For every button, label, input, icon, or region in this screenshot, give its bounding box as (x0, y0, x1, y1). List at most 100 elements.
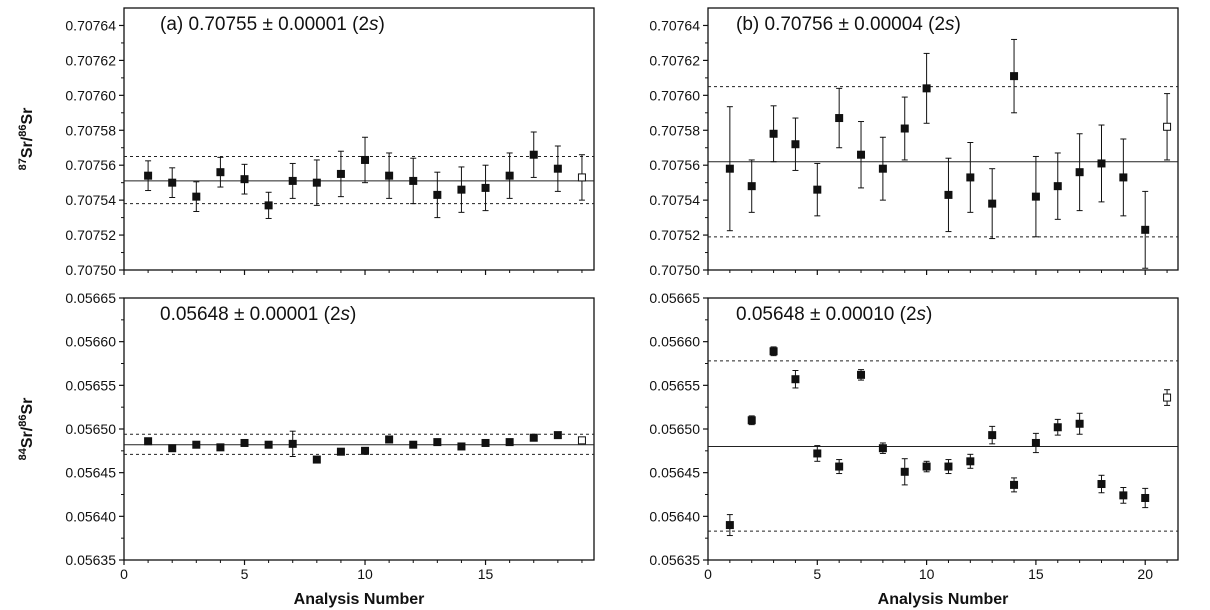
panel-annotation: (b) 0.70756 ± 0.00004 (2s) (736, 14, 961, 35)
y-tick-label: 0.05635 (649, 552, 700, 568)
panel-top-left: 0.70750 0.70752 0.70754 0.70756 0.70758 0.707… (17, 7, 595, 278)
data-point (505, 438, 514, 447)
data-point (457, 442, 466, 451)
y-axis-label-sup2: 86 (17, 125, 29, 137)
x-tick-label: 10 (357, 566, 373, 582)
data-point (944, 190, 953, 199)
y-tick-label: 0.70750 (65, 262, 116, 278)
annotation-suffix: ) (350, 304, 356, 325)
data-point (1097, 159, 1106, 168)
annotation-suffix: ) (379, 14, 385, 35)
data-point (1031, 192, 1040, 201)
data-point (553, 164, 562, 173)
data-point (1119, 491, 1128, 500)
y-tick-label: 0.70758 (649, 122, 700, 138)
y-tick-label: 0.05650 (649, 421, 700, 437)
plot-frame (707, 297, 1179, 561)
y-tick-label: 0.70752 (649, 227, 700, 243)
data-point (1141, 493, 1150, 502)
y-tick-label: 0.05660 (65, 334, 116, 350)
data-point (361, 155, 370, 164)
data-point (725, 521, 734, 530)
panel-annotation: 0.05648 ± 0.00001 (2s) (160, 304, 356, 325)
data-point (857, 150, 866, 159)
data-point (988, 199, 997, 208)
data-point (144, 437, 153, 446)
data-point (1119, 173, 1128, 182)
y-axis-label: 87Sr/86Sr (17, 108, 36, 171)
data-point (481, 438, 490, 447)
data-point (288, 176, 297, 185)
data-point (966, 457, 975, 466)
data-point (769, 129, 778, 138)
plot-frame (123, 297, 595, 561)
y-tick-label: 0.05640 (65, 508, 116, 524)
data-point (216, 443, 225, 452)
data-point (505, 171, 514, 180)
y-tick-label: 0.70756 (649, 157, 700, 173)
y-axis-label-end: Sr (19, 108, 36, 125)
data-point-open (577, 436, 586, 445)
y-axis-label-sup1: 84 (17, 447, 29, 460)
data-point (1075, 168, 1084, 177)
y-tick-label: 0.70764 (65, 17, 116, 33)
x-axis-label: Analysis Number (294, 591, 425, 608)
x-tick-label: 0 (704, 566, 712, 582)
data-point (747, 416, 756, 425)
y-axis-label-sup1: 87 (17, 158, 29, 170)
annotation-value: 0.05648 ± 0.00001 (2 (160, 304, 341, 325)
y-axis-label-mid: Sr/ (19, 426, 36, 448)
data-point (1053, 182, 1062, 191)
data-point (1010, 72, 1019, 81)
data-point (457, 185, 466, 194)
x-tick-label: 0 (120, 566, 128, 582)
y-tick-label: 0.70760 (65, 87, 116, 103)
y-tick-label: 0.05640 (649, 508, 700, 524)
annotation-italic: s (341, 304, 351, 325)
data-point (529, 150, 538, 159)
data-point (409, 440, 418, 449)
x-tick-label: 15 (1028, 566, 1044, 582)
panel-annotation: 0.05648 ± 0.00010 (2s) (736, 304, 932, 325)
y-tick-label: 0.70754 (649, 192, 700, 208)
y-tick-label: 0.70752 (65, 227, 116, 243)
data-point (813, 185, 822, 194)
y-axis-label-end: Sr (19, 398, 36, 415)
data-point (835, 114, 844, 123)
plot-frame (707, 7, 1179, 271)
y-tick-label: 0.05665 (65, 290, 116, 306)
y-tick-label: 0.70758 (65, 122, 116, 138)
y-axis-label-sup2: 86 (17, 415, 29, 427)
data-point (192, 440, 201, 449)
plot-frame (123, 7, 595, 271)
data-point (240, 175, 249, 184)
data-point (988, 431, 997, 440)
y-tick-label: 0.05665 (649, 290, 700, 306)
y-tick-label: 0.70762 (649, 52, 700, 68)
data-point (385, 171, 394, 180)
data-point (264, 201, 273, 210)
y-tick-label: 0.05645 (65, 465, 116, 481)
data-point (1053, 423, 1062, 432)
data-point (168, 444, 177, 453)
data-point-open (577, 173, 586, 182)
data-point (433, 438, 442, 447)
annotation-value: 0.05648 ± 0.00010 (2 (736, 304, 917, 325)
y-tick-label: 0.05655 (65, 377, 116, 393)
data-point (216, 168, 225, 177)
panel-top-right: 0.70750 0.70752 0.70754 0.70756 0.70758 0.707… (649, 7, 1179, 278)
data-point (1031, 438, 1040, 447)
data-point-open (1163, 393, 1172, 402)
data-point (409, 176, 418, 185)
x-tick-label: 10 (919, 566, 935, 582)
data-point (747, 182, 756, 191)
data-point (922, 84, 931, 93)
annotation-value: (a) 0.70755 ± 0.00001 (2 (160, 14, 369, 35)
annotation-italic: s (917, 304, 927, 325)
data-point (553, 431, 562, 440)
data-point (944, 462, 953, 471)
panel-bottom-left: 0.05635 0.05640 0.05645 0.05650 0.05655 0.056… (17, 290, 595, 608)
y-tick-label: 0.70760 (649, 87, 700, 103)
data-point (264, 440, 273, 449)
data-point (336, 169, 345, 178)
